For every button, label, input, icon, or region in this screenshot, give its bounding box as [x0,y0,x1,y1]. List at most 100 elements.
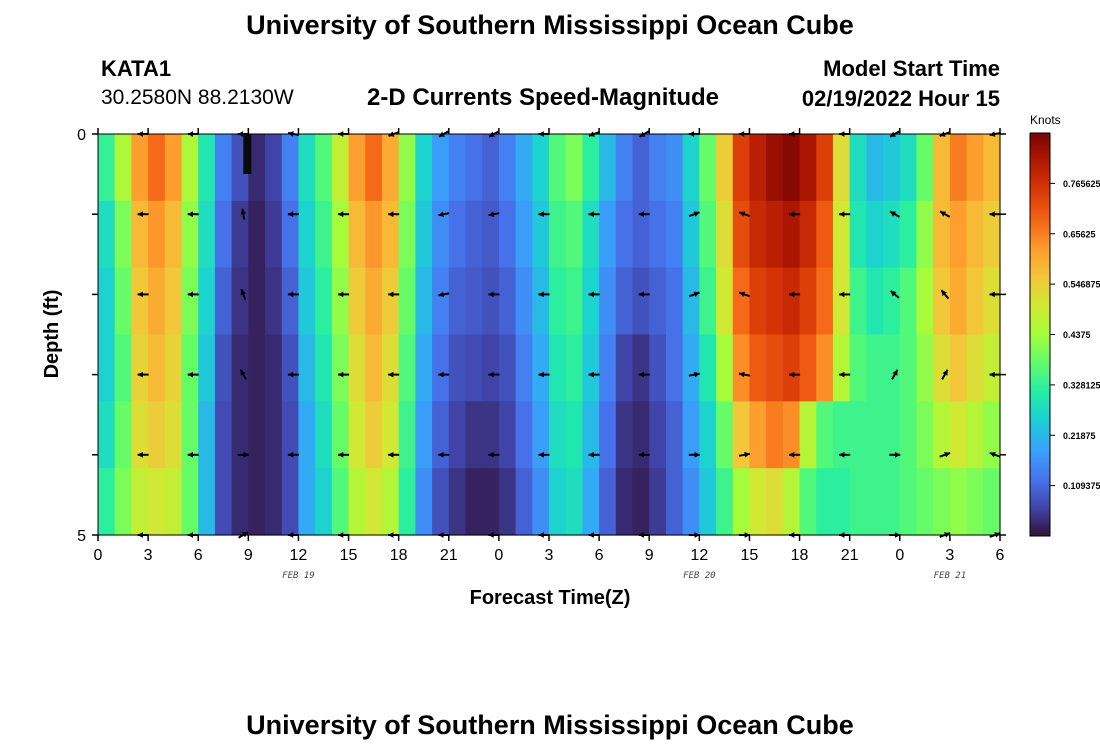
current-arrow [588,211,600,218]
current-arrow [438,371,450,378]
heatmap-cell [482,401,500,469]
current-arrow [538,211,550,218]
heatmap-cell [849,468,867,536]
heatmap-cell [732,200,751,269]
current-arrow [538,451,550,458]
heatmap-cell [766,468,784,536]
heatmap-cell [816,401,834,469]
heatmap-cell [716,134,734,202]
heatmap-cell [699,267,717,336]
heatmap-cell [298,401,316,469]
current-arrow [187,211,199,218]
colorbar-tick-label: 0.328125 [1063,380,1100,390]
heatmap-cell [766,401,784,469]
heatmap-cell [214,200,233,269]
heatmap-cell [365,134,383,202]
page-title: University of Southern Mississippi Ocean… [246,10,854,40]
heatmap-cell [599,334,617,402]
heatmap-cell [799,134,817,202]
heatmap-cell [933,267,951,336]
heatmap-cell [766,200,784,269]
heatmap-cell [148,134,166,202]
heatmap-cell [465,200,483,269]
model-start-label: Model Start Time [823,56,1000,81]
heatmap-cell [665,334,684,402]
current-arrow [438,451,450,458]
heatmap-cell [632,200,650,269]
heatmap-cell [615,401,634,469]
x-axis: 0 3 6 9 12 15 18 21 0 3 6 9 12 15 18 21 0 3 6 FEB 19 FEB 20 F… [94,128,1005,581]
heatmap-cell [231,334,249,402]
heatmap-cell [816,134,834,202]
heatmap-cell [482,134,500,202]
heatmap-cell [949,334,968,402]
current-arrow [638,451,650,458]
heatmap-cell [398,267,416,336]
heatmap-cell [381,267,400,336]
heatmap-cell [933,134,951,202]
heatmap-cell [365,267,383,336]
current-arrow [137,371,149,378]
heatmap-cell [832,200,851,269]
heatmap-cell [482,267,500,336]
heatmap-cell [482,200,500,269]
heatmap-cell [716,200,734,269]
heatmap-cell [549,468,567,536]
heatmap-cell [114,468,132,536]
heatmap-cell [448,468,467,536]
heatmap-cell [933,468,951,536]
heatmap-cell [983,134,1001,202]
heatmap-cell [515,401,533,469]
x-tick-label: 3 [144,547,153,564]
heatmap-cell [749,468,767,536]
heatmap-cell [281,401,300,469]
x-tick-label: 3 [945,547,954,564]
x-tick-label: 6 [996,547,1005,564]
heatmap-cell [198,134,216,202]
heatmap-cell [265,334,283,402]
station-coordinates: 30.2580N 88.2130W [101,86,294,109]
heatmap-cell [315,200,333,269]
heatmap-cell [198,401,216,469]
heatmap-cell [164,200,183,269]
heatmap-cell [114,401,132,469]
heatmap-cell [732,334,751,402]
heatmap-cell [916,401,934,469]
heatmap-cell [515,468,533,536]
colorbar-tick-label: 0.21875 [1063,431,1096,441]
heatmap-cell [983,468,1001,536]
heatmap-cell [782,200,801,269]
heatmap-cell [549,267,567,336]
heatmap-cell [248,334,266,402]
heatmap-cell [832,468,851,536]
x-tick-label: 9 [244,547,253,564]
heatmap-cell [164,267,183,336]
heatmap-cell [565,468,583,536]
heatmap-cell [331,401,350,469]
heatmap-cell [243,134,252,174]
heatmap-cell [148,401,166,469]
heatmap-cell [782,334,801,402]
heatmap-cell [281,334,300,402]
heatmap-cell [98,200,116,269]
heatmap-cell [298,134,316,202]
heatmap-cell [148,267,166,336]
current-arrow [488,291,500,298]
current-arrow [287,451,299,458]
heatmap-cell [665,200,684,269]
heatmap-cell [181,401,199,469]
heatmap-cell [949,267,968,336]
heatmap-cell [866,200,884,269]
heatmap-cell [899,200,918,269]
current-arrow [388,211,400,218]
y-axis: 05 [77,127,1006,545]
heatmap-cell [749,200,767,269]
current-arrow [538,291,550,298]
heatmap-cells [98,134,1001,536]
colorbar-tick-label: 0.546875 [1063,280,1100,290]
heatmap-cell [381,334,400,402]
heatmap-cell [98,468,116,536]
current-arrow [688,291,700,298]
heatmap-cell [716,401,734,469]
x-tick-label: 21 [440,547,458,564]
